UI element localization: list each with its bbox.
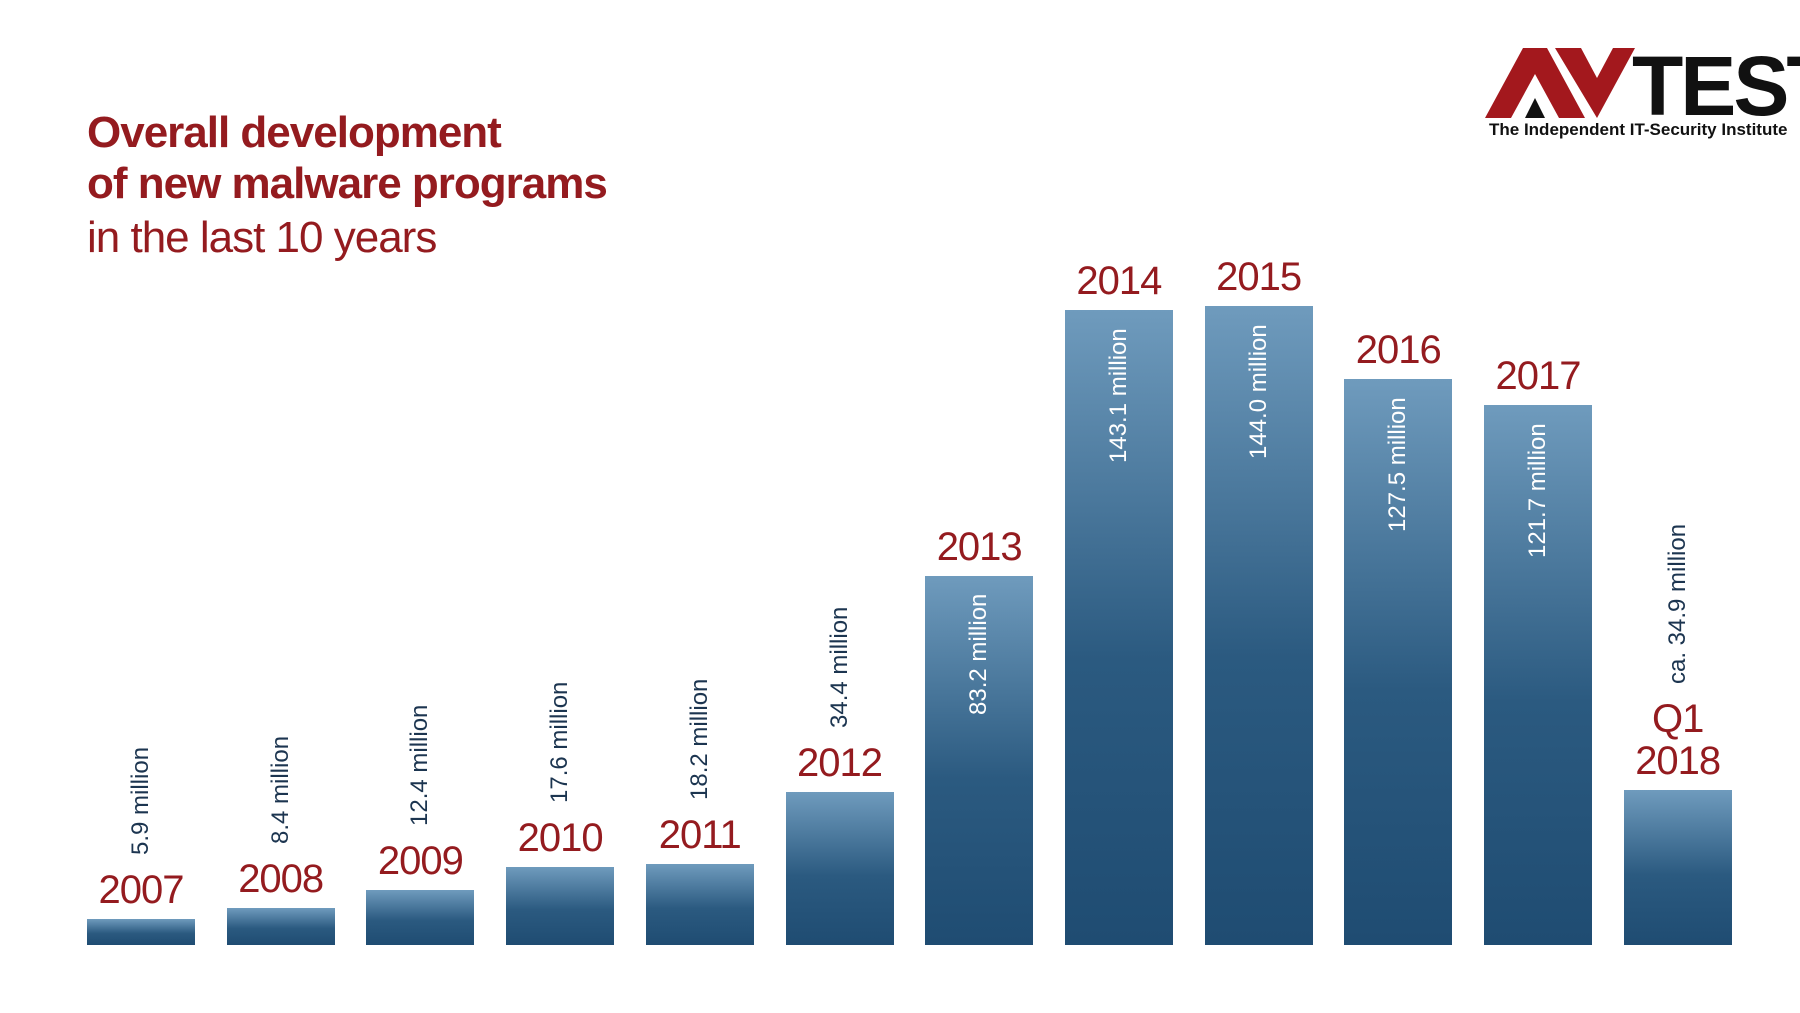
category-label: 2016 xyxy=(1355,328,1442,373)
value-label: 127.5 million xyxy=(1384,397,1412,533)
value-label: 121.7 million xyxy=(1524,423,1551,558)
category-label: 2014 xyxy=(1076,259,1162,303)
value-label: 83.2 million xyxy=(965,593,993,715)
value-label: ca. 34.9 million xyxy=(1663,524,1691,685)
bar xyxy=(366,889,475,945)
category-label: 2009 xyxy=(377,838,464,883)
value-label: 34.4 million xyxy=(825,606,853,729)
bar xyxy=(645,864,754,945)
bar xyxy=(1064,309,1173,945)
value-label: 144.0 million xyxy=(1244,324,1272,459)
chart-title: Overall development of new malware progr… xyxy=(87,108,608,208)
category-label: 2015 xyxy=(1216,255,1302,299)
value-label: 143.1 million xyxy=(1104,328,1132,463)
value-label: 8.4 million xyxy=(266,735,294,844)
category-label: 2017 xyxy=(1495,353,1582,398)
value-label: 12.4 million xyxy=(406,704,434,826)
category-label: Q1 2018 xyxy=(1635,697,1721,784)
logo-mark xyxy=(1485,48,1635,118)
category-label: 2007 xyxy=(98,867,185,912)
bar xyxy=(87,918,195,945)
bar xyxy=(1484,404,1592,945)
bar xyxy=(1623,790,1732,945)
value-label: 5.9 million xyxy=(127,746,154,855)
bar xyxy=(506,866,615,945)
category-label: 2013 xyxy=(936,524,1023,569)
bar xyxy=(925,575,1034,945)
bar xyxy=(785,792,894,945)
bar xyxy=(1344,379,1453,945)
chart-subtitle: in the last 10 years xyxy=(87,213,437,262)
category-label: 2010 xyxy=(517,815,604,860)
category-label: 2008 xyxy=(238,856,324,901)
value-label: 17.6 million xyxy=(546,681,574,803)
category-label: 2012 xyxy=(797,741,883,786)
logo-tagline: The Independent IT-Security Institute xyxy=(1489,120,1788,139)
category-label: 2011 xyxy=(658,813,742,858)
bar xyxy=(1204,306,1313,945)
value-label: 18.2 million xyxy=(685,678,713,801)
bar xyxy=(226,907,335,945)
